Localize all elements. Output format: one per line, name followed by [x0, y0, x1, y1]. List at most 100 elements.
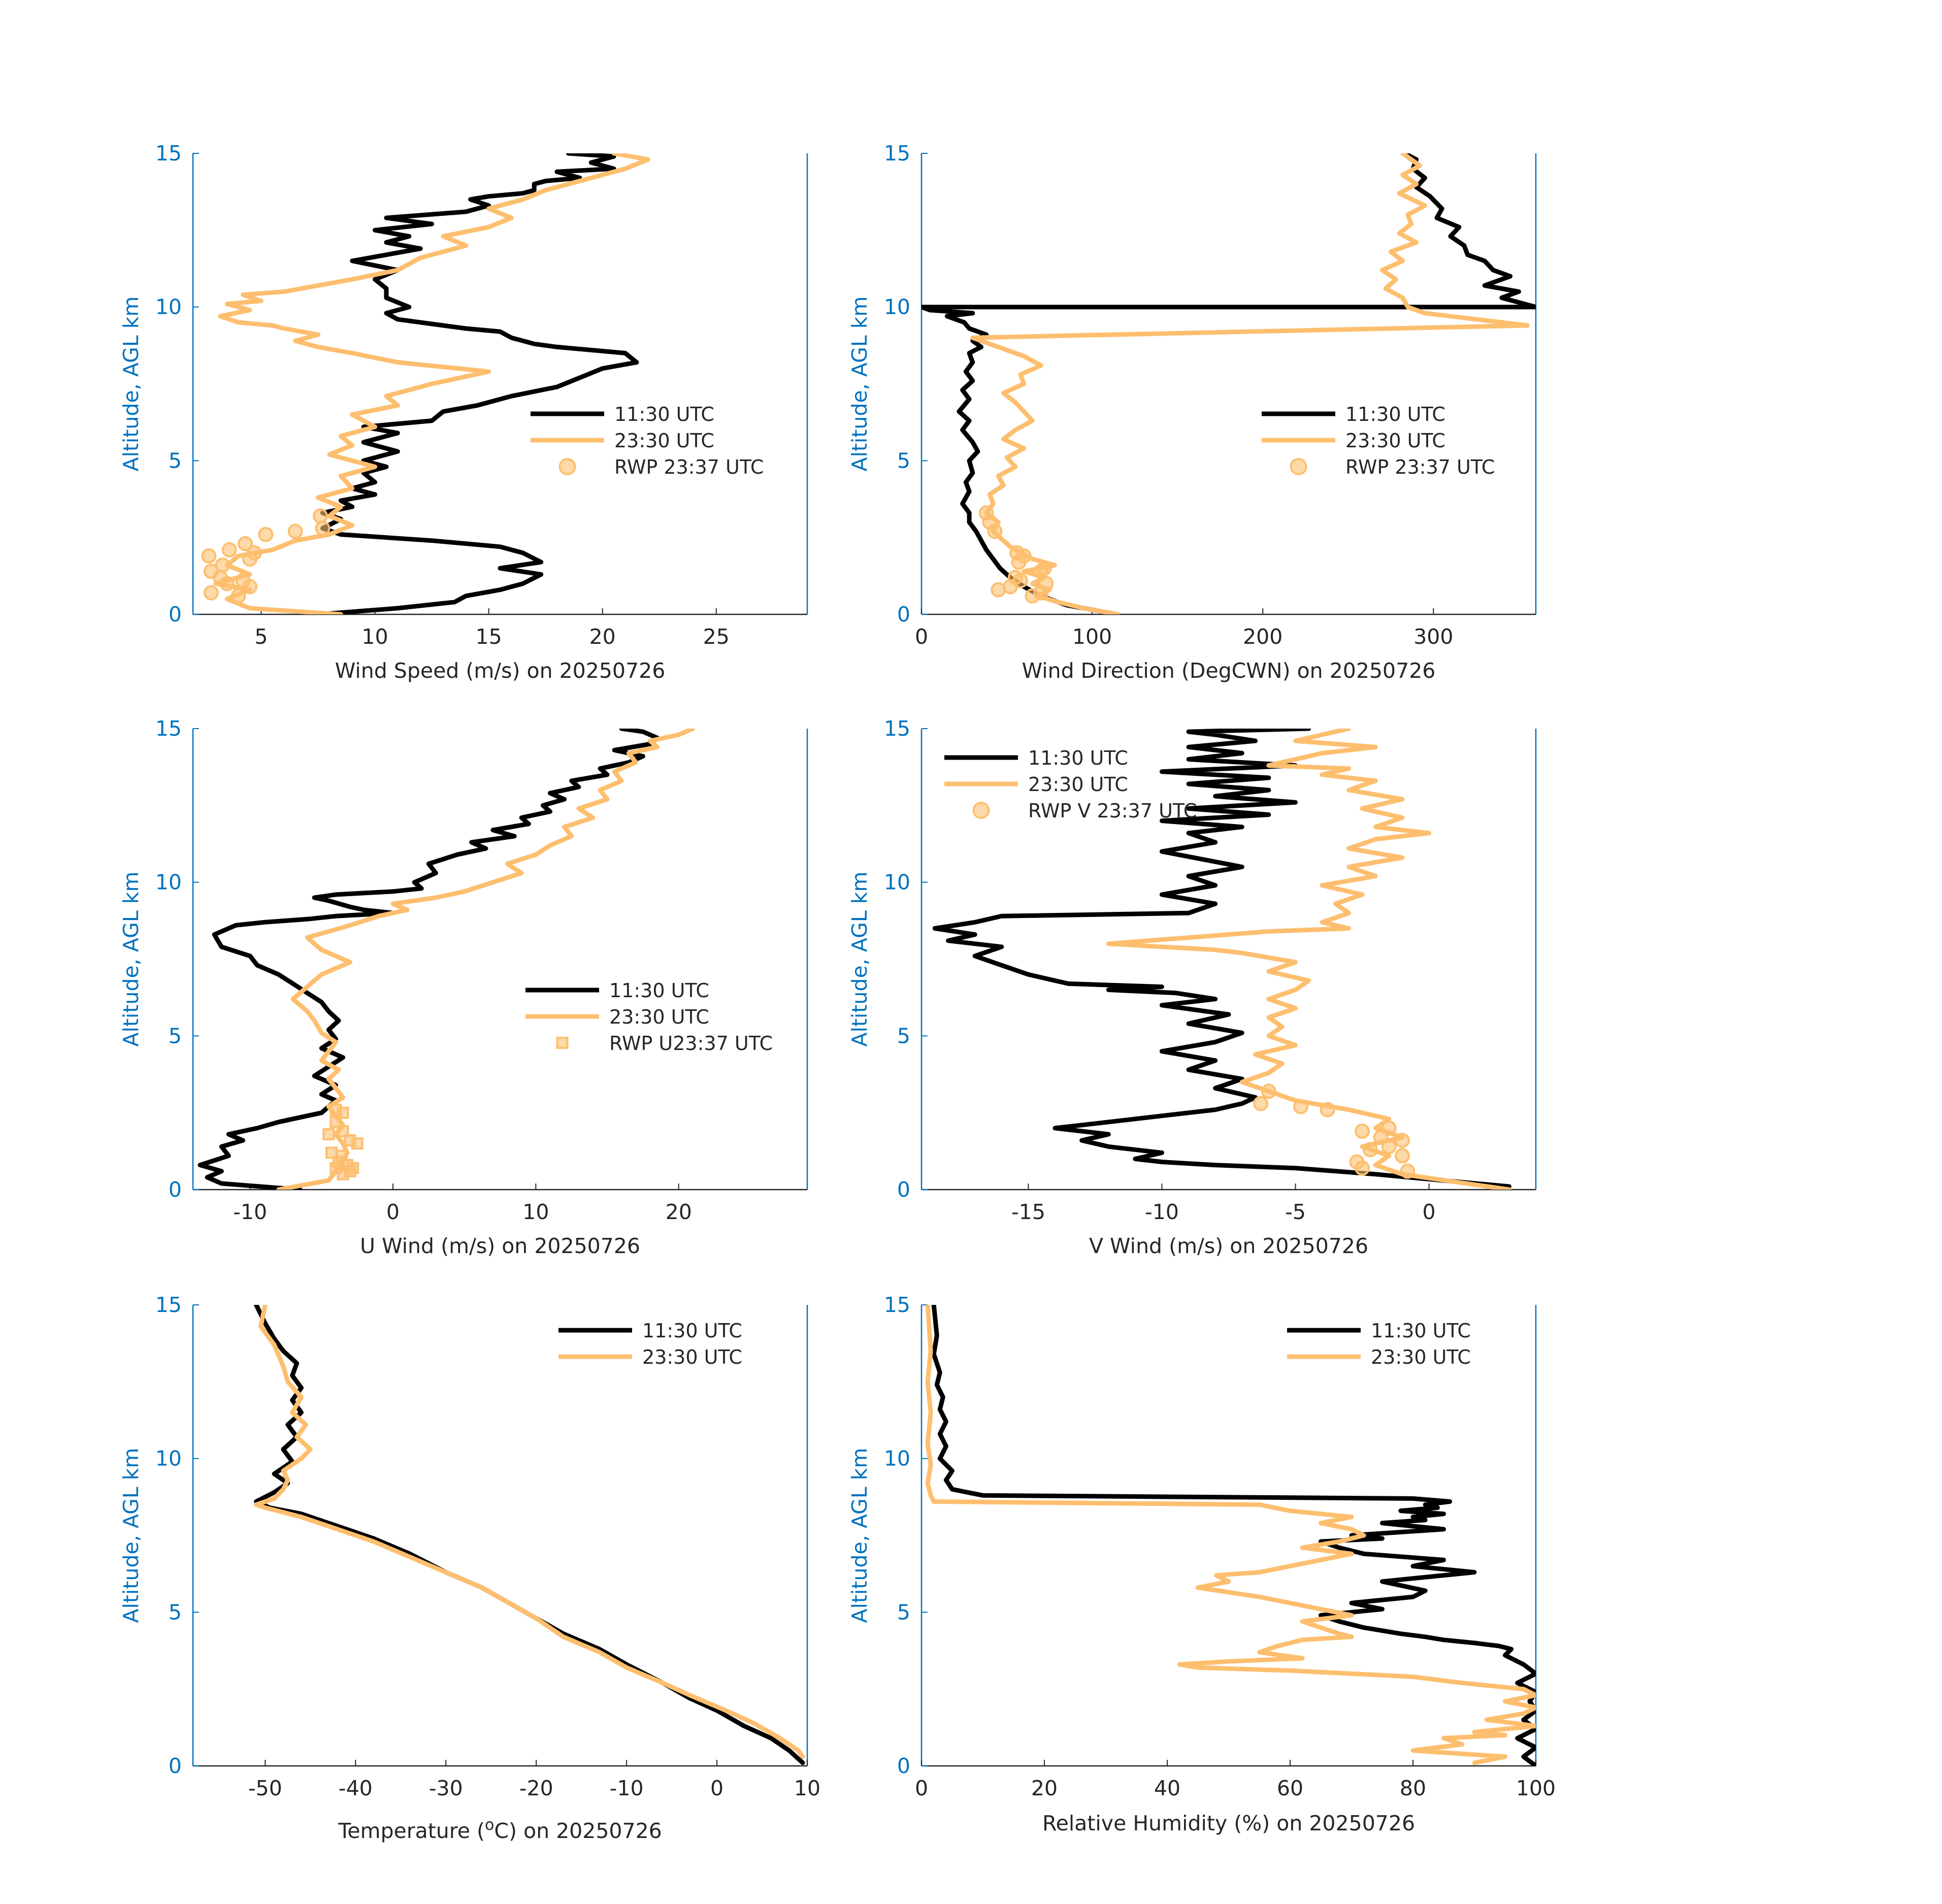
temperature-axes: -50 -40 -30 -20 -10 0 10 0 5 10 15	[155, 1293, 820, 1800]
wind-direction-series-11-30-utc	[921, 153, 1536, 614]
temperature-y-tick-label: 10	[155, 1447, 182, 1471]
relative-humidity-series	[925, 1305, 1536, 1766]
relative-humidity-x-tick-label: 80	[1400, 1776, 1426, 1800]
u-wind-x-tick-label: 0	[386, 1200, 400, 1224]
u-wind-x-tick-label: 20	[666, 1200, 692, 1224]
temperature-x-axis-label: Temperature (oC) on 20250726	[338, 1816, 662, 1843]
v-wind-plot-area	[932, 729, 1511, 1190]
u-wind-legend: 11:30 UTC 23:30 UTC RWP U23:37 UTC	[525, 979, 773, 1055]
v-wind-x-axis-label: V Wind (m/s) on 20250726	[1089, 1234, 1368, 1258]
wind-direction-x-tick-label: 100	[1072, 625, 1112, 649]
v-wind-axes: -15 -10 -5 0 0 5 10 15	[884, 716, 1537, 1224]
u-wind-data-point	[344, 1134, 356, 1147]
u-wind-legend-label: 11:30 UTC	[609, 979, 709, 1002]
v-wind-legend: 11:30 UTC 23:30 UTC RWP V 23:37 UTC	[944, 747, 1197, 822]
relative-humidity-y-tick-label: 15	[884, 1293, 910, 1317]
relative-humidity-axes: 0 20 40 60 80 100 0 5 10 15	[884, 1293, 1556, 1800]
v-wind-y-axis-label: Altitude, AGL km	[847, 872, 872, 1047]
temperature-x-tick-label: -20	[519, 1776, 553, 1800]
u-wind-data-point	[335, 1150, 348, 1162]
wind-speed-plot-area	[201, 153, 650, 614]
v-wind-legend-label: RWP V 23:37 UTC	[1028, 800, 1197, 822]
relative-humidity-legend-label: 23:30 UTC	[1371, 1346, 1471, 1368]
v-wind-x-tick-label: -10	[1145, 1200, 1179, 1224]
u-wind-plot-area	[198, 729, 696, 1190]
wind-speed-data-point	[312, 508, 328, 524]
v-wind-y-tick-label: 15	[884, 716, 910, 741]
v-wind-series-23-30-utc	[1106, 729, 1511, 1190]
wind-direction-y-axis-label: Altitude, AGL km	[847, 297, 872, 472]
v-wind-data-point	[1320, 1102, 1335, 1118]
wind-speed-data-point	[247, 545, 262, 561]
u-wind-y-tick-label: 5	[169, 1024, 182, 1048]
wind-speed-x-tick-label: 20	[589, 625, 616, 649]
u-wind-y-tick-label: 15	[155, 716, 182, 741]
temperature-x-tick-label: -50	[248, 1776, 282, 1800]
temperature-legend: 11:30 UTC 23:30 UTC	[558, 1320, 742, 1368]
wind-direction-y-tick-label: 10	[884, 295, 910, 319]
relative-humidity-y-tick-label: 5	[897, 1600, 910, 1624]
u-wind-series-rwp-u23-37-utc	[322, 1103, 364, 1180]
temperature-x-tick-label: -30	[429, 1776, 463, 1800]
relative-humidity-x-tick-label: 60	[1277, 1776, 1303, 1800]
temperature-y-tick-label: 0	[169, 1754, 182, 1778]
wind-speed-legend-label: 11:30 UTC	[614, 403, 714, 425]
wind-direction-x-tick-label: 0	[915, 625, 928, 649]
wind-direction-x-tick-label: 300	[1413, 625, 1453, 649]
v-wind-series	[932, 729, 1511, 1190]
u-wind-legend-swatch	[556, 1037, 569, 1049]
wind-speed-legend-swatch	[558, 458, 576, 475]
panel-temperature: -50 -40 -30 -20 -10 0 10 0 5 10 15 Temperature (oC…	[119, 1293, 820, 1843]
v-wind-legend-label: 11:30 UTC	[1028, 747, 1128, 769]
wind-speed-data-point	[287, 523, 303, 539]
u-wind-y-axis-label: Altitude, AGL km	[119, 872, 143, 1047]
u-wind-axes: -10 0 10 20 0 5 10 15	[155, 716, 808, 1224]
v-wind-data-point	[1355, 1123, 1370, 1139]
wind-speed-y-tick-label: 5	[169, 448, 182, 473]
relative-humidity-x-tick-label: 0	[915, 1776, 928, 1800]
temperature-series	[254, 1305, 805, 1765]
wind-speed-data-point	[315, 520, 331, 536]
wind-speed-x-tick-label: 10	[361, 625, 388, 649]
v-wind-x-tick-label: -15	[1011, 1200, 1045, 1224]
wind-direction-data-point	[1033, 564, 1049, 579]
relative-humidity-legend: 11:30 UTC 23:30 UTC	[1287, 1320, 1471, 1368]
u-wind-data-point	[325, 1146, 338, 1159]
relative-humidity-y-axis-label: Altitude, AGL km	[847, 1448, 872, 1623]
wind-speed-series-rwp-23-37-utc	[201, 508, 331, 604]
u-wind-legend-label: 23:30 UTC	[609, 1006, 709, 1028]
wind-speed-x-tick-label: 5	[254, 625, 268, 649]
temperature-y-tick-label: 15	[155, 1293, 182, 1317]
v-wind-data-point	[1362, 1142, 1378, 1158]
relative-humidity-y-tick-label: 10	[884, 1447, 910, 1471]
wind-direction-data-point	[1007, 570, 1023, 585]
wind-speed-legend-label: 23:30 UTC	[614, 430, 714, 452]
wind-speed-x-axis-label: Wind Speed (m/s) on 20250726	[335, 659, 666, 683]
v-wind-data-point	[1253, 1096, 1269, 1111]
wind-speed-y-tick-label: 10	[155, 295, 182, 319]
v-wind-data-point	[1394, 1133, 1410, 1148]
panel-relative-humidity: 0 20 40 60 80 100 0 5 10 15 Relative Humidity (%)…	[847, 1293, 1556, 1835]
relative-humidity-x-tick-label: 20	[1031, 1776, 1058, 1800]
temperature-x-tick-label: -10	[610, 1776, 644, 1800]
u-wind-series-11-30-utc	[198, 729, 660, 1190]
wind-speed-x-tick-label: 15	[476, 625, 502, 649]
relative-humidity-plot-area	[925, 1305, 1536, 1766]
v-wind-series-11-30-utc	[932, 729, 1511, 1189]
u-wind-series	[198, 729, 696, 1190]
v-wind-data-point	[1400, 1163, 1416, 1179]
wind-speed-y-tick-label: 15	[155, 141, 182, 166]
wind-direction-data-point	[1016, 548, 1032, 564]
v-wind-data-point	[1381, 1120, 1397, 1136]
wind-speed-data-point	[235, 573, 251, 588]
panel-v-wind: -15 -10 -5 0 0 5 10 15 V Wind (m/s) on 20250726…	[847, 716, 1537, 1258]
wind-direction-legend-label: 11:30 UTC	[1345, 403, 1445, 425]
wind-speed-series-11-30-utc	[316, 153, 639, 614]
wind-speed-legend-label: RWP 23:37 UTC	[614, 456, 764, 478]
wind-speed-data-point	[203, 585, 219, 601]
v-wind-y-tick-label: 5	[897, 1024, 910, 1048]
temperature-legend-label: 11:30 UTC	[642, 1320, 742, 1342]
wind-direction-y-tick-label: 5	[897, 448, 910, 473]
